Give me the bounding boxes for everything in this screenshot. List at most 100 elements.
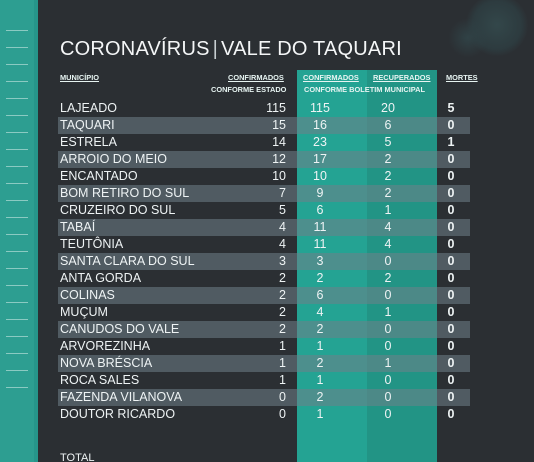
confirmados-estado-cell: 12 <box>272 152 286 166</box>
recuperados-cell: 0 <box>384 339 392 353</box>
municipio-cell: SANTA CLARA DO SUL <box>60 254 195 268</box>
confirmados-estado-cell: 1 <box>279 356 286 370</box>
mortes-cell: 0 <box>447 288 455 302</box>
confirmados-estado-cell: 3 <box>279 254 286 268</box>
confirmados-estado-cell: 14 <box>272 135 286 149</box>
notebook-line <box>6 251 28 252</box>
municipio-cell: CRUZEIRO DO SUL <box>60 203 176 217</box>
header-confirmados-municipal: CONFIRMADOS <box>303 73 359 82</box>
recuperados-cell: 0 <box>384 407 392 421</box>
table-row: ROCA SALES 1 1 0 0 <box>58 372 470 389</box>
table-row: COLINAS 2 6 0 0 <box>58 287 470 304</box>
mortes-cell: 0 <box>447 220 455 234</box>
notebook-margin <box>0 0 34 462</box>
mortes-cell: 0 <box>447 169 455 183</box>
municipio-cell: MUÇUM <box>60 305 108 319</box>
confirmados-municipal-cell: 115 <box>310 101 330 115</box>
recuperados-cell: 2 <box>384 186 392 200</box>
title-separator: | <box>212 38 219 60</box>
title-prefix: CORONAVÍRUS <box>60 38 210 60</box>
mortes-cell: 0 <box>447 322 455 336</box>
header-mortes: MORTES <box>446 73 478 82</box>
notebook-line <box>6 234 28 235</box>
notebook-line <box>6 115 28 116</box>
confirmados-estado-cell: 5 <box>279 203 286 217</box>
recuperados-cell: 4 <box>384 220 392 234</box>
municipio-cell: FAZENDA VILANOVA <box>60 390 183 404</box>
confirmados-estado-cell: 2 <box>279 288 286 302</box>
municipio-cell: ENCANTADO <box>60 169 138 183</box>
municipio-cell: BOM RETIRO DO SUL <box>60 186 190 200</box>
recuperados-cell: 4 <box>384 237 392 251</box>
notebook-line <box>6 81 28 82</box>
header-recuperados: RECUPERADOS <box>373 73 431 82</box>
municipio-cell: ARVOREZINHA <box>60 339 151 353</box>
notebook-line <box>6 217 28 218</box>
recuperados-cell: 0 <box>384 254 392 268</box>
notebook-line <box>6 370 28 371</box>
municipio-cell: ROCA SALES <box>60 373 140 387</box>
table-row: LAJEADO 115 115 20 5 <box>58 100 470 117</box>
confirmados-municipal-cell: 11 <box>313 237 327 251</box>
confirmados-municipal-cell: 9 <box>316 186 324 200</box>
municipio-cell: TAQUARI <box>60 118 115 132</box>
mortes-cell: 0 <box>447 305 455 319</box>
mortes-cell: 0 <box>447 152 455 166</box>
municipio-cell: DOUTOR RICARDO <box>60 407 176 421</box>
table-row: BOM RETIRO DO SUL 7 9 2 0 <box>58 185 470 202</box>
confirmados-estado-cell: 1 <box>279 373 286 387</box>
confirmados-municipal-cell: 10 <box>313 169 327 183</box>
confirmados-estado-cell: 0 <box>279 390 286 404</box>
confirmados-estado-cell: 0 <box>279 407 286 421</box>
table-row: FAZENDA VILANOVA 0 2 0 0 <box>58 389 470 406</box>
notebook-line <box>6 132 28 133</box>
municipio-cell: CANUDOS DO VALE <box>60 322 180 336</box>
table-row: ARROIO DO MEIO 12 17 2 0 <box>58 151 470 168</box>
confirmados-municipal-cell: 23 <box>313 135 327 149</box>
table-row: TABAÍ 4 11 4 0 <box>58 219 470 236</box>
confirmados-estado-cell: 2 <box>279 322 286 336</box>
table-row: ENCANTADO 10 10 2 0 <box>58 168 470 185</box>
header-conforme-boletim: CONFORME BOLETIM MUNICIPAL <box>304 85 425 94</box>
recuperados-cell: 2 <box>384 169 392 183</box>
virus-illustration <box>448 18 488 58</box>
municipio-cell: ANTA GORDA <box>60 271 142 285</box>
recuperados-cell: 2 <box>384 152 392 166</box>
header-confirmados-estado: CONFIRMADOS <box>228 73 284 82</box>
mortes-cell: 0 <box>447 356 455 370</box>
mortes-cell: 0 <box>447 254 455 268</box>
municipio-cell: ARROIO DO MEIO <box>60 152 167 166</box>
confirmados-municipal-cell: 2 <box>316 390 324 404</box>
table-row: CANUDOS DO VALE 2 2 0 0 <box>58 321 470 338</box>
notebook-line <box>6 302 28 303</box>
notebook-line <box>6 183 28 184</box>
notebook-line <box>6 319 28 320</box>
mortes-cell: 0 <box>447 186 455 200</box>
mortes-cell: 0 <box>447 339 455 353</box>
confirmados-municipal-cell: 4 <box>316 305 324 319</box>
table-row: SANTA CLARA DO SUL 3 3 0 0 <box>58 253 470 270</box>
mortes-cell: 0 <box>447 237 455 251</box>
municipio-cell: NOVA BRÉSCIA <box>60 356 153 370</box>
total-row: TOTAL <box>58 452 470 462</box>
municipio-cell: TEUTÔNIA <box>60 237 124 251</box>
recuperados-cell: 2 <box>384 271 392 285</box>
confirmados-municipal-cell: 6 <box>316 288 324 302</box>
confirmados-municipal-cell: 11 <box>313 220 327 234</box>
recuperados-cell: 1 <box>384 203 392 217</box>
confirmados-municipal-cell: 2 <box>316 322 324 336</box>
notebook-line <box>6 98 28 99</box>
notebook-line <box>6 353 28 354</box>
municipio-cell: TABAÍ <box>60 220 96 234</box>
confirmados-municipal-cell: 1 <box>316 407 324 421</box>
recuperados-cell: 20 <box>381 101 395 115</box>
table-row: MUÇUM 2 4 1 0 <box>58 304 470 321</box>
notebook-line <box>6 64 28 65</box>
confirmados-estado-cell: 2 <box>279 271 286 285</box>
confirmados-municipal-cell: 3 <box>316 254 324 268</box>
notebook-line <box>6 47 28 48</box>
municipio-cell: LAJEADO <box>60 101 117 115</box>
table-row: ARVOREZINHA 1 1 0 0 <box>58 338 470 355</box>
confirmados-municipal-cell: 2 <box>316 356 324 370</box>
recuperados-cell: 1 <box>384 305 392 319</box>
